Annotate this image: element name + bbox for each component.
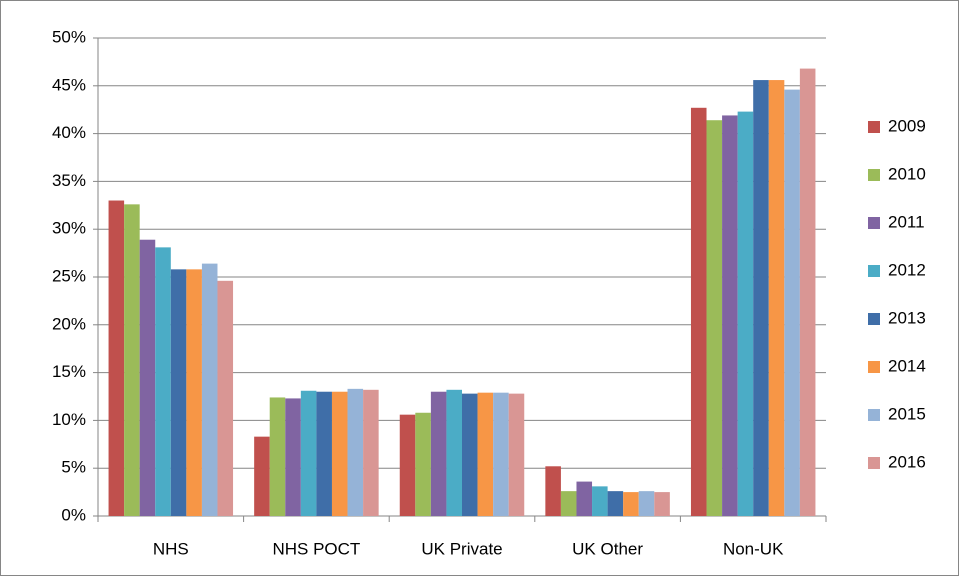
bar bbox=[607, 491, 624, 516]
y-tick-label: 50% bbox=[52, 27, 86, 46]
bar bbox=[462, 393, 478, 516]
bar bbox=[155, 247, 171, 516]
legend-label: 2012 bbox=[888, 260, 926, 279]
bar bbox=[316, 391, 332, 516]
y-tick-label: 45% bbox=[52, 75, 86, 94]
bar bbox=[415, 412, 431, 516]
y-tick-label: 35% bbox=[52, 171, 86, 190]
bar bbox=[623, 492, 639, 516]
y-tick-label: 5% bbox=[61, 458, 86, 477]
bar bbox=[638, 491, 655, 516]
legend-swatch bbox=[868, 217, 880, 229]
bar bbox=[737, 111, 754, 516]
legend-swatch bbox=[868, 361, 880, 373]
bar bbox=[124, 204, 140, 516]
bar bbox=[108, 200, 125, 516]
bar bbox=[768, 80, 785, 517]
legend-label: 2010 bbox=[888, 164, 926, 183]
bar bbox=[285, 398, 301, 516]
x-tick-label: NHS POCT bbox=[272, 539, 360, 558]
bar bbox=[493, 392, 509, 516]
bar bbox=[654, 492, 670, 516]
bar bbox=[753, 80, 769, 517]
y-tick-label: 30% bbox=[52, 219, 86, 238]
y-tick-label: 15% bbox=[52, 362, 86, 381]
bar bbox=[170, 269, 187, 516]
legend-label: 2014 bbox=[888, 356, 926, 375]
bar bbox=[347, 388, 364, 516]
bar bbox=[254, 436, 270, 516]
bar bbox=[300, 390, 317, 516]
legend-swatch bbox=[868, 121, 880, 133]
legend-label: 2016 bbox=[888, 452, 926, 471]
legend-label: 2015 bbox=[888, 404, 926, 423]
x-tick-label: Non-UK bbox=[723, 539, 784, 558]
bar bbox=[477, 392, 494, 516]
bar bbox=[706, 120, 723, 516]
y-tick-label: 20% bbox=[52, 314, 86, 333]
legend-swatch bbox=[868, 409, 880, 421]
y-tick-label: 10% bbox=[52, 410, 86, 429]
bar bbox=[576, 481, 593, 516]
bar bbox=[722, 115, 738, 516]
bar bbox=[545, 466, 561, 516]
x-tick-label: UK Private bbox=[421, 539, 502, 558]
bar bbox=[186, 269, 202, 516]
legend-swatch bbox=[868, 457, 880, 469]
legend-swatch bbox=[868, 169, 880, 181]
y-tick-label: 25% bbox=[52, 266, 86, 285]
bar bbox=[331, 391, 348, 516]
bar bbox=[690, 107, 707, 517]
y-tick-label: 0% bbox=[61, 505, 86, 524]
legend-swatch bbox=[868, 313, 880, 325]
bar bbox=[269, 397, 286, 516]
legend-label: 2013 bbox=[888, 308, 926, 327]
x-tick-label: UK Other bbox=[572, 539, 643, 558]
legend-swatch bbox=[868, 265, 880, 277]
bar bbox=[592, 486, 608, 516]
bar bbox=[399, 414, 416, 516]
bar bbox=[446, 389, 462, 516]
bar bbox=[217, 280, 234, 516]
bar bbox=[799, 68, 816, 516]
bar bbox=[560, 491, 577, 516]
x-tick-label: NHS bbox=[153, 539, 189, 558]
y-tick-label: 40% bbox=[52, 123, 86, 142]
bar bbox=[784, 89, 800, 517]
bar bbox=[363, 389, 379, 516]
bar bbox=[508, 393, 525, 516]
bar bbox=[430, 391, 447, 516]
bar bbox=[139, 239, 156, 516]
bar bbox=[201, 263, 218, 516]
legend-label: 2011 bbox=[888, 212, 925, 231]
legend-label: 2009 bbox=[888, 116, 926, 135]
